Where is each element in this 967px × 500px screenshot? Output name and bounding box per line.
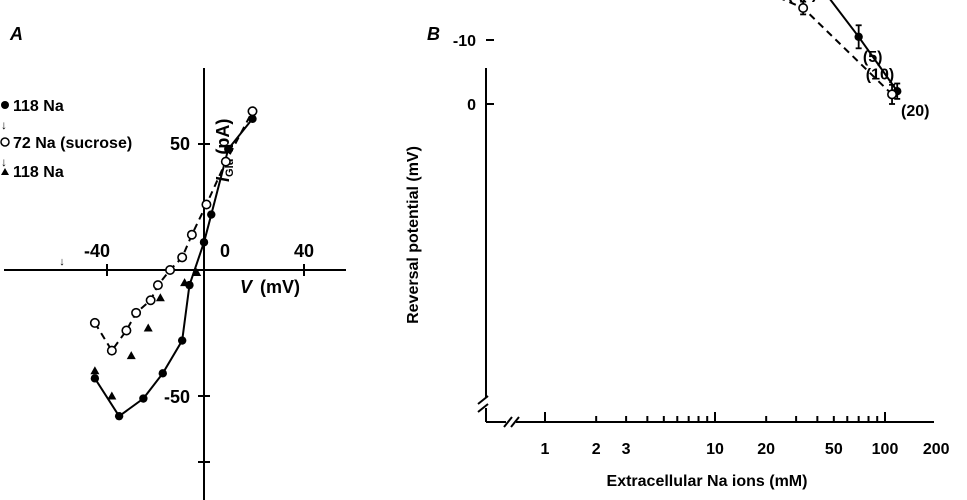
panel-a-x-label: V (mV) bbox=[240, 277, 300, 297]
panel-a-x-label-unit: (mV) bbox=[260, 277, 300, 297]
data-point bbox=[248, 114, 257, 124]
data-point bbox=[798, 3, 809, 13]
panel-a: -40 0 40 50 -50 IGlu(pA) V (mV) ↓ 1 bbox=[0, 68, 346, 500]
data-point bbox=[165, 264, 176, 275]
panel-a-x-tick-label: -40 bbox=[84, 241, 110, 261]
x-tick-label: 20 bbox=[757, 441, 775, 458]
panel-b-x-label: Extracellular Na ions (mM) bbox=[607, 473, 808, 490]
x-tick-label: 10 bbox=[706, 441, 724, 458]
data-point bbox=[90, 366, 100, 375]
panel-a-y-tick-label: 50 bbox=[170, 134, 190, 154]
panel-a-y-label-var: I bbox=[213, 176, 233, 182]
legend-filled-circle-marker bbox=[1, 101, 9, 109]
data-point bbox=[145, 295, 156, 306]
data-point bbox=[131, 307, 142, 318]
panel-b-y-label: Reversal potential (mV) bbox=[405, 146, 422, 324]
panel-a-x-ticks: -40 0 40 bbox=[84, 241, 314, 276]
data-point bbox=[158, 369, 167, 378]
legend-arrow: ↓ bbox=[1, 155, 7, 169]
series-line bbox=[94, 118, 254, 418]
data-point bbox=[152, 280, 163, 291]
data-point bbox=[89, 317, 100, 328]
panel-b-plot: (6)(5)(4)(5)(20)(3)(3)(4)(10) bbox=[781, 0, 929, 120]
data-point bbox=[90, 374, 100, 383]
panel-b-y-break-mark bbox=[477, 403, 489, 413]
panel-a-x-tick-label: 40 bbox=[294, 241, 314, 261]
n-label: (20) bbox=[901, 103, 929, 120]
legend-label: 118 Na bbox=[13, 164, 64, 181]
data-point bbox=[139, 394, 148, 403]
n-label: (5) bbox=[863, 49, 883, 66]
data-point bbox=[207, 210, 216, 219]
panel-a-y-ticks: 50 -50 bbox=[164, 134, 210, 463]
y-tick-label: 0 bbox=[467, 97, 476, 114]
legend-arrow: ↓ bbox=[1, 118, 7, 132]
n-label: (4) bbox=[798, 0, 818, 3]
data-point bbox=[220, 156, 231, 167]
panel-b-y-ticks: 0-10-20-30-40 bbox=[453, 33, 494, 114]
x-tick-label: 1 bbox=[541, 441, 550, 458]
panel-b-y-break-mark bbox=[477, 395, 489, 405]
x-tick-label: 50 bbox=[825, 441, 843, 458]
panel-a-holding-marker: ↓ bbox=[59, 256, 65, 268]
data-point bbox=[107, 391, 117, 400]
x-tick-label: 200 bbox=[923, 441, 950, 458]
panel-b-x-break-mark bbox=[510, 416, 520, 428]
data-point bbox=[126, 351, 136, 360]
data-point bbox=[155, 293, 165, 302]
data-point bbox=[177, 336, 187, 345]
legend-label: 118 Na bbox=[13, 98, 64, 115]
x-tick-label: 100 bbox=[872, 441, 899, 458]
panel-a-legend: 118 Na ↓ 72 Na (sucrose) ↓ 118 Na bbox=[0, 98, 132, 181]
data-point bbox=[186, 229, 197, 240]
panel-a-x-label-var: V bbox=[240, 277, 254, 297]
data-point bbox=[143, 323, 153, 332]
data-point bbox=[114, 411, 124, 421]
panel-a-plot bbox=[89, 106, 258, 421]
legend-label: 72 Na (sucrose) bbox=[13, 135, 132, 152]
panel-a-x-tick-label: 0 bbox=[220, 241, 230, 261]
panel-b-label: B bbox=[427, 24, 440, 44]
x-tick-label: 3 bbox=[622, 441, 631, 458]
panel-a-y-tick-label: -50 bbox=[164, 387, 190, 407]
panel-a-label: A bbox=[9, 24, 23, 44]
n-label: (10) bbox=[866, 66, 894, 83]
data-point bbox=[192, 268, 202, 277]
series-line bbox=[829, 0, 899, 92]
data-point bbox=[180, 278, 190, 287]
n-label: (4) bbox=[787, 0, 807, 3]
data-point bbox=[247, 106, 258, 117]
x-tick-label: 2 bbox=[592, 441, 601, 458]
data-point bbox=[199, 238, 209, 247]
legend-open-circle-marker bbox=[0, 137, 10, 147]
data-point bbox=[121, 325, 132, 336]
y-tick-label: -10 bbox=[453, 33, 476, 50]
series-line bbox=[781, 0, 893, 96]
legend-triangle-marker bbox=[1, 168, 9, 175]
panel-b-x-ticks: 1 2 3 10 20 50 100 200 bbox=[541, 412, 950, 458]
data-point bbox=[224, 144, 233, 154]
data-point bbox=[177, 252, 188, 263]
panel-b-x-break-mark bbox=[503, 416, 513, 428]
data-point bbox=[887, 89, 898, 100]
data-point bbox=[854, 32, 863, 41]
data-point bbox=[106, 345, 117, 356]
data-point bbox=[201, 199, 212, 210]
